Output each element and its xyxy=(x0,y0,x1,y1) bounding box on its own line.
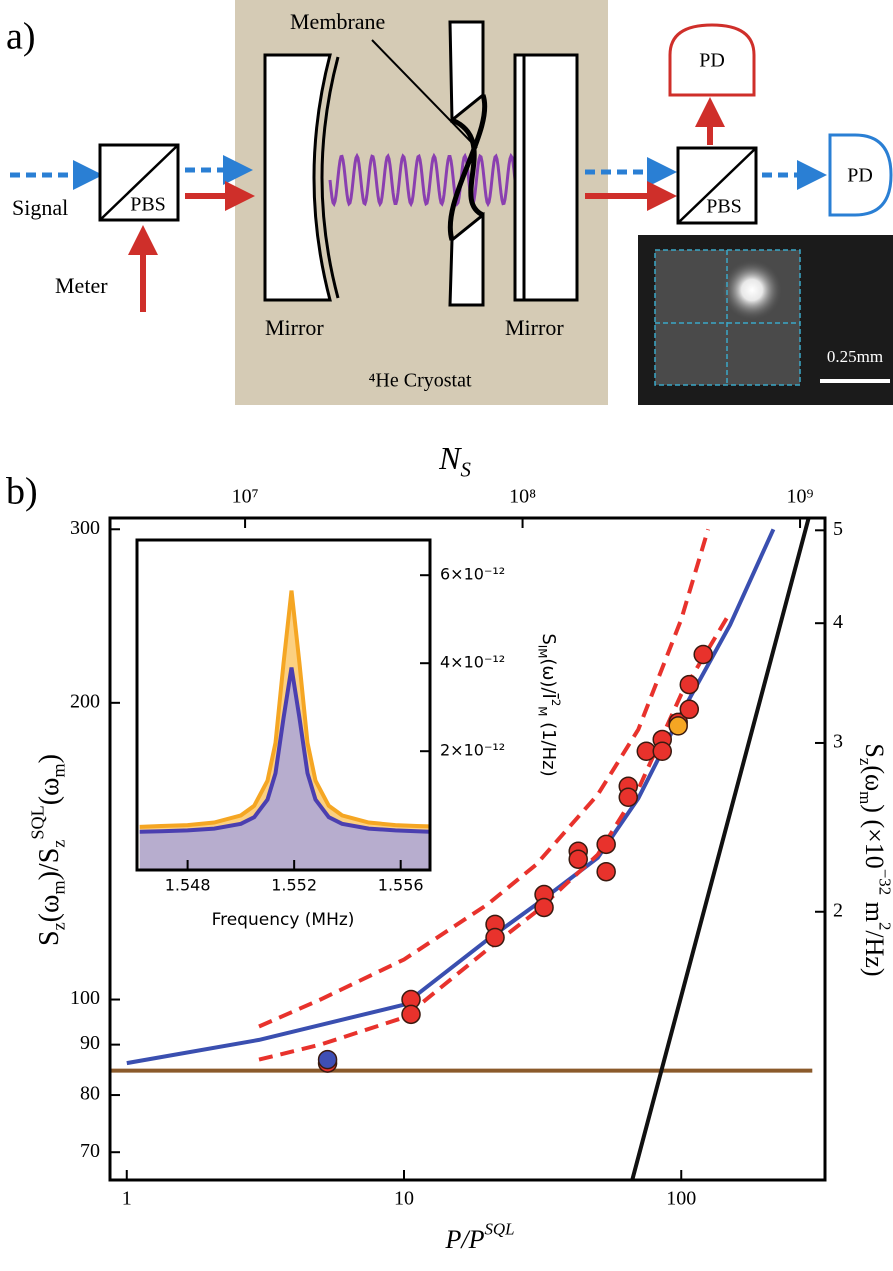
panel-label: b) xyxy=(6,471,38,513)
data-point xyxy=(535,898,553,916)
y-tick-label: 80 xyxy=(80,1083,100,1105)
label-part: (ω xyxy=(34,895,65,923)
data-point xyxy=(569,850,587,868)
y-tick-label: 90 xyxy=(80,1032,100,1054)
label-part: m xyxy=(49,880,69,894)
label-part: m xyxy=(860,895,889,922)
x-tick-label: 1 xyxy=(122,1188,132,1210)
label-part: (ω)/Ī xyxy=(538,658,560,699)
label-part: 2 xyxy=(550,699,564,706)
pbs-label: PBS xyxy=(130,194,166,216)
scale-bar-label: 0.25mm xyxy=(827,347,883,366)
x2-tick-label: 10⁸ xyxy=(509,486,536,508)
signal-label: Signal xyxy=(12,195,68,220)
y2-axis-title: Sz(ωm) (×10−32 m2/Hz) xyxy=(856,743,893,976)
cryostat-label: ⁴He Cryostat xyxy=(368,370,472,392)
line xyxy=(631,515,809,1184)
label-part: ) (×10 xyxy=(860,804,889,868)
x2-axis-title: NS xyxy=(438,440,471,481)
y-tick-label: 6×10⁻¹² xyxy=(440,565,505,584)
label-part: M xyxy=(536,706,550,716)
label-part: S xyxy=(538,633,559,644)
y-tick-label: 100 xyxy=(70,987,100,1009)
data-point xyxy=(669,717,687,735)
y2-tick-label: 2 xyxy=(833,899,843,921)
y-axis-title: SIM(ω)/Ī2M (1/Hz) xyxy=(536,633,564,776)
label-part: S xyxy=(460,458,471,481)
data-point xyxy=(680,676,698,694)
data-point xyxy=(597,863,615,881)
data-point xyxy=(597,835,615,853)
label-part: (ω xyxy=(34,778,65,806)
y-tick-label: 300 xyxy=(70,517,100,539)
label-part: (1/Hz) xyxy=(538,716,559,776)
label-part: N xyxy=(438,440,462,476)
figure: a) Signal PBS Meter Mirror Membrane Mirr… xyxy=(0,0,893,1271)
y2-tick-label: 5 xyxy=(833,518,843,540)
meter-label: Meter xyxy=(55,273,108,298)
x-tick-label: 1.552 xyxy=(271,876,317,895)
y-tick-label: 70 xyxy=(80,1140,100,1162)
label-part: S xyxy=(860,743,889,757)
label-part: )/S xyxy=(34,848,65,881)
data-point xyxy=(619,788,637,806)
y2-tick-label: 3 xyxy=(833,731,843,753)
mirror-label: Mirror xyxy=(265,315,324,340)
pbs-label: PBS xyxy=(706,196,742,218)
data-point xyxy=(319,1051,337,1069)
mirror-label: Mirror xyxy=(505,315,564,340)
label-part: S xyxy=(34,930,65,946)
data-point xyxy=(694,646,712,664)
label-part: 2 xyxy=(876,922,893,930)
label-part: SQL xyxy=(484,1219,514,1238)
x-tick-label: 100 xyxy=(666,1188,696,1210)
x2-tick-label: 10⁹ xyxy=(787,486,814,508)
data-point xyxy=(653,742,671,760)
label-part: P/P xyxy=(444,1225,484,1254)
x-axis-title: Frequency (MHz) xyxy=(212,910,355,930)
panel-label: a) xyxy=(6,16,36,58)
y2-tick-label: 4 xyxy=(833,611,843,633)
pd-label: PD xyxy=(847,165,873,187)
label-part: z xyxy=(49,922,69,930)
membrane-label: Membrane xyxy=(290,9,385,34)
x2-tick-label: 10⁷ xyxy=(232,486,259,508)
beam-spot xyxy=(722,260,782,320)
data-point xyxy=(402,1005,420,1023)
label-part: ) xyxy=(34,754,65,763)
label-part: IM xyxy=(536,645,550,659)
x-tick-label: 1.556 xyxy=(378,876,424,895)
label-part: SQL xyxy=(28,805,48,839)
label-part: m xyxy=(856,791,875,804)
x-tick-label: 1.548 xyxy=(165,876,211,895)
x-axis-title: P/PSQL xyxy=(444,1219,514,1254)
panel-a: a) Signal PBS Meter Mirror Membrane Mirr… xyxy=(6,0,893,405)
label-part: m xyxy=(49,763,69,777)
y-tick-label: 4×10⁻¹² xyxy=(440,653,505,672)
x-tick-label: 10 xyxy=(394,1188,414,1210)
label-part: −32 xyxy=(876,869,893,895)
y-tick-label: 2×10⁻¹² xyxy=(440,741,505,760)
label-part: (ω xyxy=(860,765,889,791)
data-point xyxy=(486,928,504,946)
y-axis-title: Sz(ωm)/SzSQL(ωm) xyxy=(28,754,69,946)
label-part: z xyxy=(49,840,69,848)
data-point xyxy=(680,700,698,718)
pd-label: PD xyxy=(699,50,725,72)
y-tick-label: 200 xyxy=(70,690,100,712)
label-part: /Hz) xyxy=(860,930,889,976)
